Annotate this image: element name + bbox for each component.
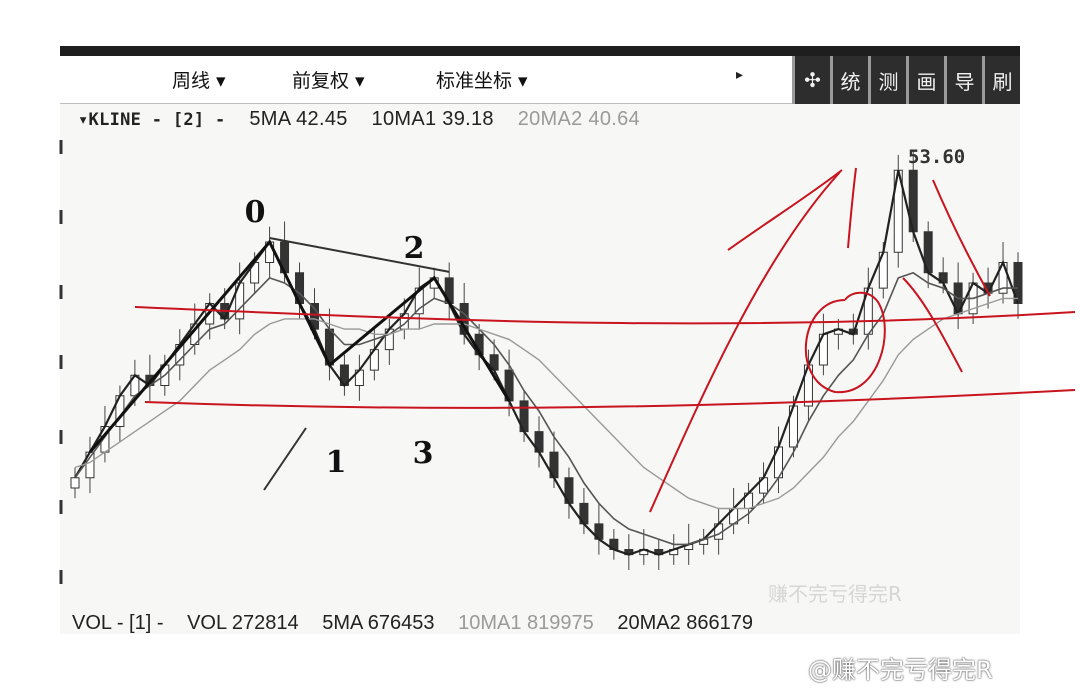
refresh-button[interactable]: 刷	[982, 56, 1020, 104]
chart-frame	[60, 46, 1020, 634]
tool-buttons: ✣ 统 测 画 导 刷	[792, 56, 1020, 104]
support-tick-line	[263, 427, 307, 491]
red-stroke	[847, 167, 857, 249]
stats-button[interactable]: 统	[830, 56, 868, 104]
adjust-select[interactable]: 前复权 ▾	[292, 70, 365, 92]
crosshair-button[interactable]: ✣	[792, 56, 830, 104]
vol-ma20-value: 20MA2 866179	[617, 612, 754, 634]
axis-select[interactable]: 标准坐标 ▾	[436, 70, 528, 92]
vol-label[interactable]: VOL - [1] -	[72, 612, 164, 634]
vol-ma10-value: 10MA1 819975	[458, 612, 594, 634]
top-trendline	[269, 237, 450, 273]
up-arrow-line	[649, 171, 841, 513]
inner-watermark: 赚不完亏得完R	[768, 582, 902, 606]
ma10-value: 10MA1 39.18	[371, 108, 494, 130]
red-stroke-2	[932, 179, 991, 297]
vol-ma5-value: 5MA 676453	[322, 612, 435, 634]
kline-label[interactable]: ▾KLINE - [2] -	[78, 110, 226, 130]
ma20-value: 20MA2 40.64	[517, 108, 640, 130]
ma-indicator-bar: ▾KLINE - [2] - 5MA 42.45 10MA1 39.18 20M…	[78, 108, 658, 131]
period-select[interactable]: 周线 ▾	[172, 70, 226, 92]
wave-label-1: 1	[326, 445, 347, 480]
wave-label-3: 3	[413, 436, 434, 471]
outer-watermark: @赚不完亏得完R	[808, 656, 993, 684]
ma5-value: 5MA 42.45	[249, 108, 348, 130]
ma-line-2	[74, 271, 1018, 546]
export-button[interactable]: 导	[944, 56, 982, 104]
red-stroke-3	[902, 277, 963, 373]
measure-button[interactable]: 测	[868, 56, 906, 104]
ma-line-3	[74, 297, 1018, 510]
consolidation-circle	[804, 291, 886, 394]
candle-body	[70, 477, 80, 489]
wave-label-0: 0	[245, 195, 266, 230]
resistance-line	[134, 306, 1076, 325]
vol-value: VOL 272814	[187, 612, 299, 634]
peak-price-label: 53.60	[908, 146, 965, 168]
expand-arrow-icon[interactable]: ▸	[736, 67, 744, 83]
arrow-head-line	[727, 169, 843, 251]
toolbar: 周线 ▾ 前复权 ▾ 标准坐标 ▾ ▸ ✣ 统 测 画 导 刷	[60, 46, 1020, 104]
support-line	[144, 389, 1076, 409]
wave-label-2: 2	[404, 231, 425, 266]
draw-button[interactable]: 画	[906, 56, 944, 104]
ma-line-1	[74, 170, 1020, 556]
volume-indicator-bar: VOL - [1] - VOL 272814 5MA 676453 10MA1 …	[72, 612, 771, 635]
